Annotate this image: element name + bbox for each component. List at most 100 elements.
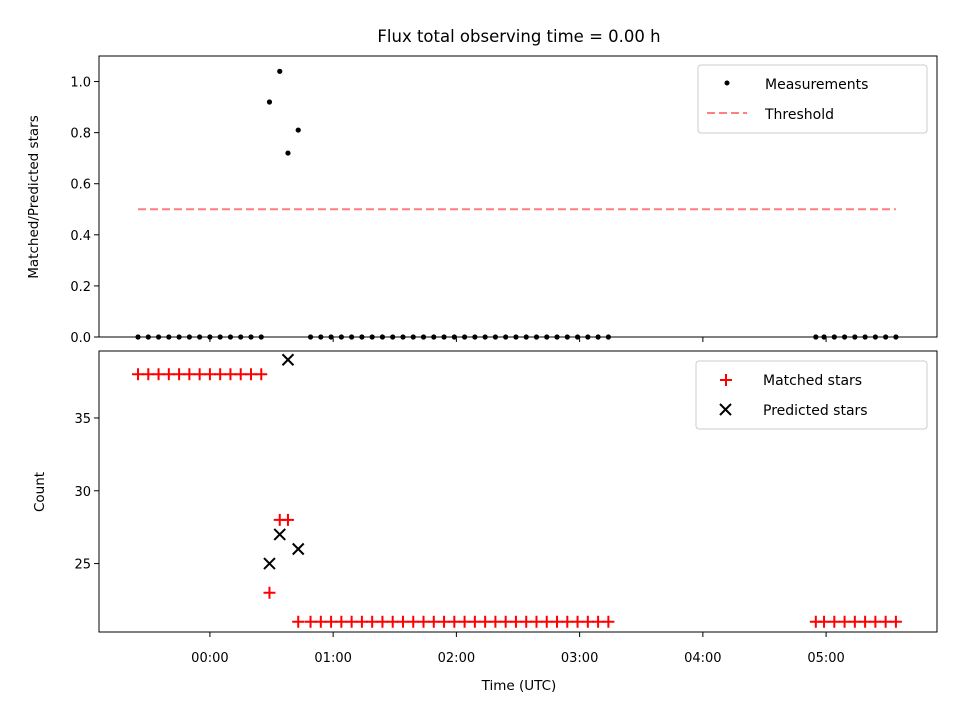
y-tick-label: 0.4: [70, 229, 91, 244]
matched-star-point: [828, 615, 841, 628]
matched-star-point: [859, 615, 872, 628]
measurement-point: [266, 99, 273, 105]
bottom-y-axis-label: Count: [32, 472, 48, 512]
top-axes-frame: [98, 55, 938, 338]
chart-title: Flux total observing time = 0.00 h: [377, 27, 660, 46]
matched-star-point: [386, 615, 399, 628]
matched-star-point: [561, 615, 574, 628]
bottom-x-ticks: 00:00 01:00 02:00 03:00 04:00 05:00: [191, 632, 845, 666]
top-x-ticks: [209, 337, 827, 342]
matched-star-point: [551, 615, 564, 628]
top-legend: Measurements Threshold: [697, 64, 928, 134]
matched-star-point: [499, 615, 512, 628]
matched-star-point: [879, 615, 892, 628]
matched-star-point: [304, 615, 317, 628]
legend-predicted-label: Predicted stars: [763, 403, 868, 419]
matched-star-point: [889, 615, 902, 628]
matched-star-point: [592, 615, 605, 628]
matched-star-point: [438, 615, 451, 628]
matched-star-point: [530, 615, 543, 628]
bottom-marks: [132, 353, 902, 628]
matched-star-point: [838, 615, 851, 628]
matched-star-point: [355, 615, 368, 628]
matched-star-point: [571, 615, 584, 628]
predicted-star-point: [292, 542, 305, 556]
bottom-axes-frame: [98, 350, 938, 633]
top-y-axis-label: Matched/Predicted stars: [26, 115, 42, 278]
matched-star-point: [183, 368, 196, 381]
bottom-panel: 25 30 35 00:00 01:00 02:00 03:00 04:00 05:00 Co…: [32, 350, 938, 694]
predicted-star-point: [263, 557, 276, 570]
y-tick-label: 0.6: [70, 178, 91, 193]
predicted-star-point: [281, 353, 295, 366]
matched-star-point: [234, 368, 247, 381]
matched-star-point: [479, 615, 492, 628]
matched-star-point: [314, 615, 327, 628]
y-tick-label: 1.0: [70, 76, 91, 91]
matched-star-point: [407, 615, 420, 628]
predicted-star-point: [273, 528, 286, 541]
matched-star-point: [325, 615, 338, 628]
matched-star-point: [244, 368, 257, 381]
legend-measurements-label: Measurements: [765, 77, 868, 93]
matched-star-point: [869, 615, 882, 628]
matched-star-point: [173, 368, 186, 381]
bottom-y-ticks: 25 30 35: [74, 412, 99, 573]
measurement-point: [295, 127, 301, 133]
matched-star-point: [142, 368, 155, 381]
x-axis-label: Time (UTC): [481, 678, 557, 694]
matched-star-point: [458, 615, 471, 628]
matched-star-point: [366, 615, 379, 628]
legend-predicted-marker: [719, 403, 732, 416]
top-panel: 0.0 0.2 0.4 0.6 0.8 1.0 Matched/Predicted sta…: [26, 55, 938, 346]
measurement-point: [285, 150, 291, 156]
x-tick-label: 03:00: [561, 651, 598, 666]
matched-star-point: [581, 615, 594, 628]
legend-matched-marker: [720, 374, 732, 386]
x-tick-label: 04:00: [684, 651, 721, 666]
matched-star-point: [602, 615, 615, 628]
matched-star-point: [292, 615, 305, 628]
x-tick-label: 05:00: [807, 651, 844, 666]
y-tick-label: 30: [74, 485, 91, 500]
top-legend-box: [697, 64, 928, 134]
matched-star-point: [335, 615, 348, 628]
matched-star-point: [818, 615, 831, 628]
matched-star-point: [427, 615, 440, 628]
y-tick-label: 35: [74, 412, 91, 427]
matched-star-point: [848, 615, 861, 628]
matched-star-point: [540, 615, 553, 628]
matched-star-point: [152, 368, 165, 381]
x-tick-label: 02:00: [438, 651, 475, 666]
matched-star-point: [417, 615, 430, 628]
matched-star-point: [255, 368, 268, 381]
matched-star-point: [520, 615, 533, 628]
y-tick-label: 0.0: [70, 331, 91, 346]
x-tick-label: 01:00: [314, 651, 351, 666]
bottom-legend: Matched stars Predicted stars: [695, 360, 928, 430]
matched-star-point: [193, 368, 206, 381]
matched-star-point: [263, 586, 276, 599]
legend-threshold-label: Threshold: [764, 107, 834, 123]
matched-star-point: [132, 368, 145, 381]
matched-star-point: [281, 513, 294, 526]
matched-star-point: [345, 615, 358, 628]
top-y-ticks: 0.0 0.2 0.4 0.6 0.8 1.0: [70, 76, 99, 346]
matched-star-point: [468, 615, 481, 628]
y-tick-label: 0.8: [70, 127, 91, 142]
matched-star-point: [489, 615, 502, 628]
y-tick-label: 0.2: [70, 280, 91, 295]
matched-star-point: [396, 615, 409, 628]
matched-star-point: [224, 368, 237, 381]
matched-star-point: [448, 615, 461, 628]
matched-star-point: [214, 368, 227, 381]
matched-star-point: [376, 615, 389, 628]
bottom-legend-box: [695, 360, 928, 430]
measurement-point: [277, 68, 283, 74]
legend-matched-label: Matched stars: [763, 373, 862, 389]
matched-star-point: [509, 615, 522, 628]
legend-measurements-marker: [724, 80, 730, 86]
matched-star-point: [162, 368, 175, 381]
x-tick-label: 00:00: [191, 651, 228, 666]
